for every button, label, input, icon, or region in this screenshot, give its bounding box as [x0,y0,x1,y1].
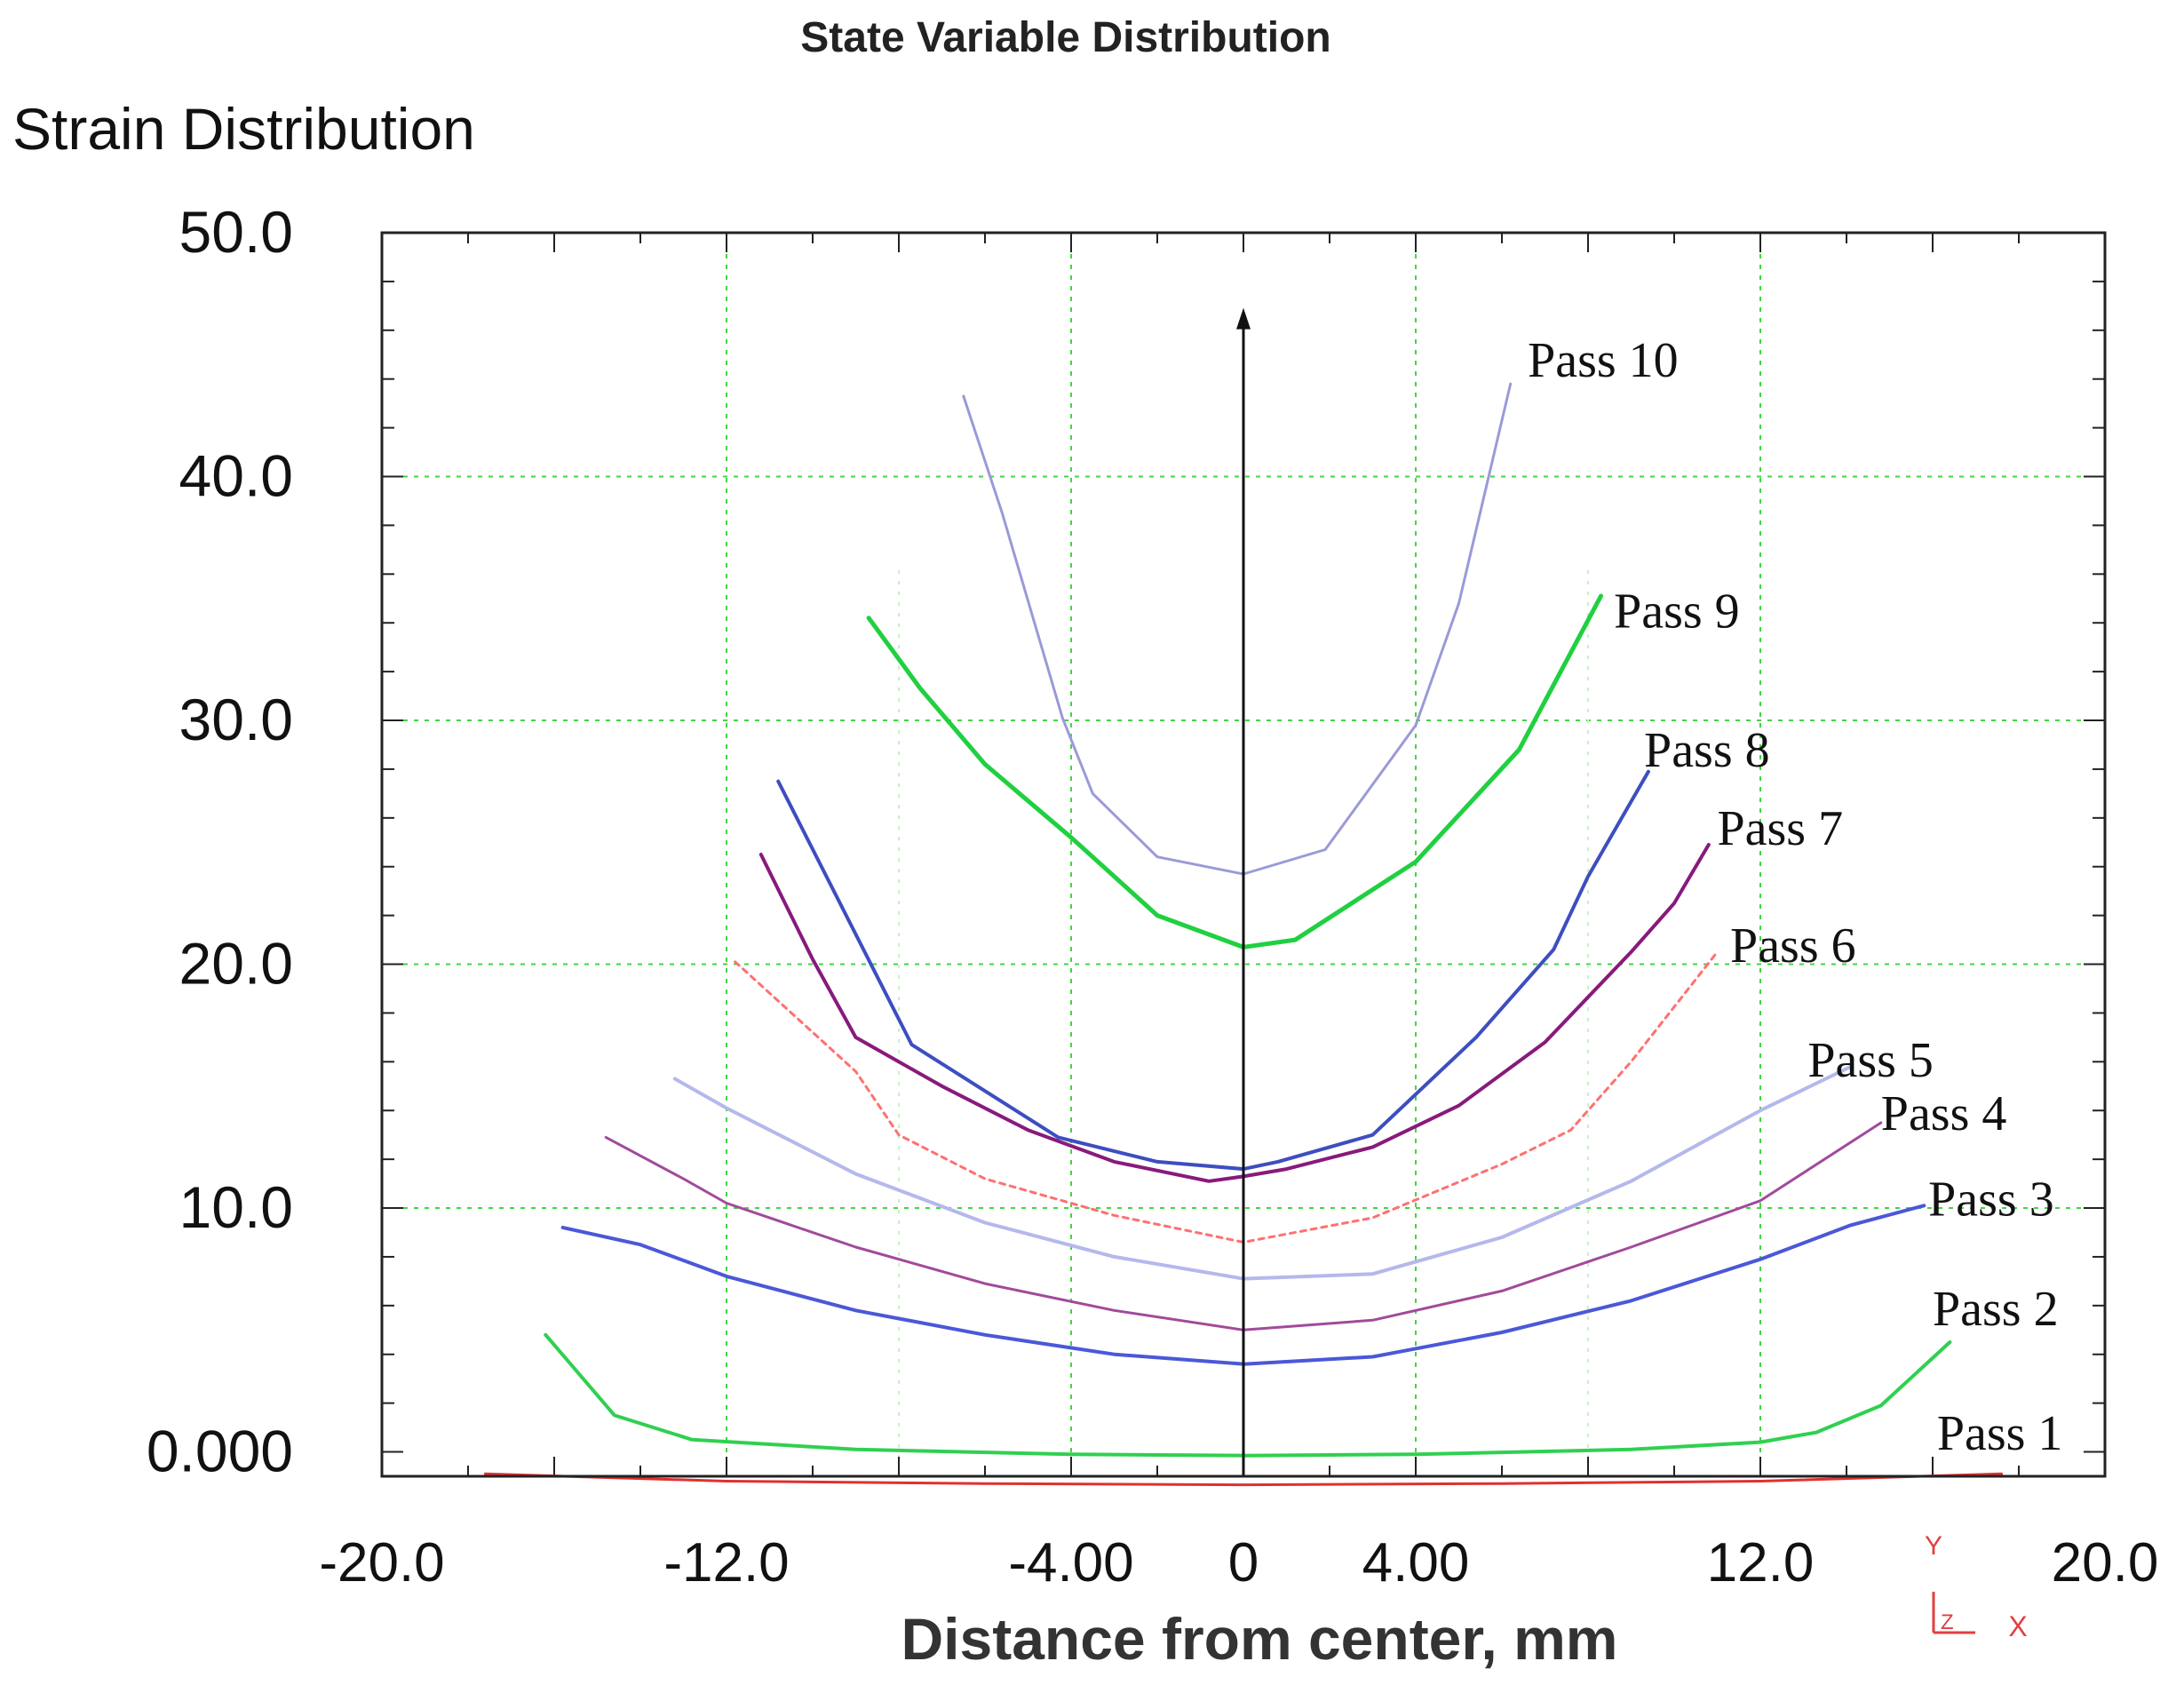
y-tick-label: 20.0 [179,931,293,997]
x-tick-label: -20.0 [319,1532,444,1594]
series-line-pass-10 [962,382,1513,876]
x-tick-label: 20.0 [2052,1532,2159,1594]
series-line-pass-2 [544,1332,1952,1458]
chart-title: State Variable Distribution [800,14,1330,61]
series-label-pass-4: Pass 4 [1881,1086,2007,1141]
series-label-pass-8: Pass 8 [1644,723,1770,778]
tick-labels: -20.0 -12.0 -4.00 0 4.00 12.0 20.0 0.000 10.0 20.… [147,199,2159,1594]
x-axis-label: Distance from center, mm [901,1606,1618,1672]
y-tick-label: 30.0 [179,687,293,752]
glyph-z-letter: Z [1941,1610,1954,1634]
axis-orientation-glyph: Y Z X [1925,1531,2028,1642]
series-line-pass-9 [866,593,1603,950]
series-label-pass-7: Pass 7 [1718,801,1844,856]
x-tick-label: 12.0 [1707,1532,1815,1594]
series-line-pass-4 [604,1121,1883,1331]
gridlines [382,233,2105,1476]
y-tick-label: 0.000 [147,1419,293,1484]
series-label-pass-5: Pass 5 [1807,1033,1934,1088]
series-label-pass-10: Pass 10 [1528,333,1679,388]
x-tick-label: -4.00 [1008,1532,1133,1594]
x-tick-label: 4.00 [1362,1532,1470,1594]
series-line-pass-8 [776,769,1650,1172]
series-label-pass-9: Pass 9 [1614,584,1740,640]
x-tick-label: 0 [1228,1532,1259,1594]
series-label-pass-3: Pass 3 [1928,1172,2054,1227]
series-label-pass-2: Pass 2 [1933,1282,2059,1337]
x-tick-label: -12.0 [663,1532,789,1594]
series-label-pass-6: Pass 6 [1730,918,1856,974]
glyph-x-letter: X [2008,1610,2027,1642]
center-axis-arrowhead [1236,307,1251,330]
series-line-pass-1 [483,1472,2004,1487]
y-tick-label: 40.0 [179,443,293,509]
series-label-pass-1: Pass 1 [1937,1406,2063,1461]
y-axis-label: Strain Distribution [12,96,475,162]
glyph-y-letter: Y [1925,1531,1942,1561]
y-tick-label: 50.0 [179,199,293,265]
plot-frame [380,231,2107,1478]
center-axis-arrow [1236,307,1251,1476]
y-tick-label: 10.0 [179,1174,293,1240]
